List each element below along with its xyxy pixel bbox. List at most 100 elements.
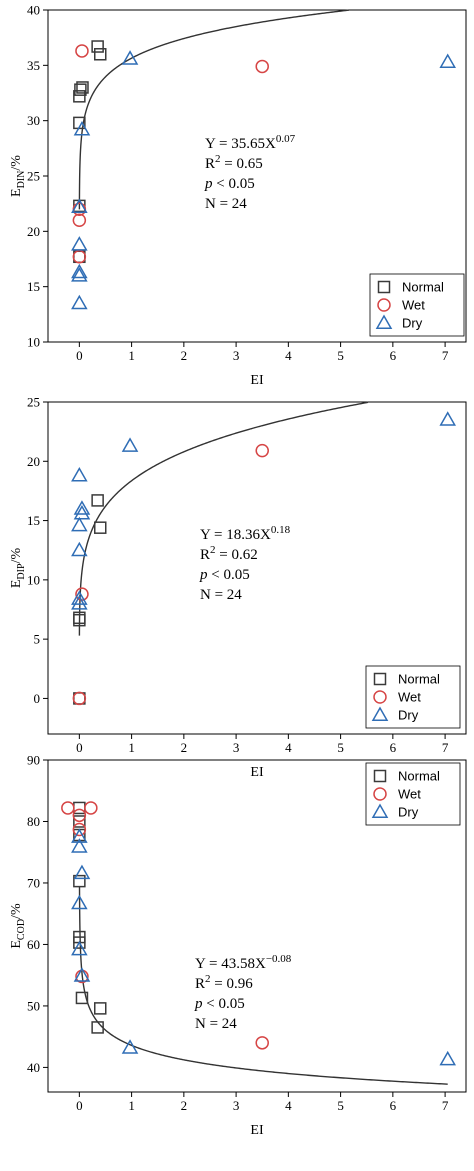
x-tick-label: 4 bbox=[285, 348, 292, 363]
y-tick-label: 25 bbox=[27, 395, 40, 410]
point-dry bbox=[71, 294, 88, 310]
legend-marker-dry bbox=[371, 803, 389, 818]
y-tick-label: 60 bbox=[27, 937, 40, 952]
y-tick-label: 70 bbox=[27, 875, 40, 890]
point-dry bbox=[71, 838, 88, 853]
point-normal bbox=[76, 81, 89, 94]
point-normal bbox=[91, 1021, 104, 1034]
x-tick-label: 2 bbox=[181, 1098, 188, 1113]
y-tick-label: 40 bbox=[27, 3, 40, 18]
y-axis-title-main: E bbox=[9, 940, 24, 949]
point-normal bbox=[94, 521, 107, 534]
sample-size: N = 24 bbox=[205, 196, 247, 212]
point-normal bbox=[91, 494, 104, 507]
x-tick-label: 3 bbox=[233, 740, 240, 755]
series-normal-cod bbox=[73, 801, 107, 1034]
point-wet bbox=[72, 691, 87, 706]
point-dry bbox=[73, 500, 91, 515]
y-tick-label: 20 bbox=[27, 224, 40, 239]
point-wet bbox=[61, 801, 75, 815]
y-axis-title-suffix: /% bbox=[9, 155, 24, 171]
x-tick-label: 6 bbox=[390, 1098, 397, 1113]
point-wet bbox=[72, 808, 87, 823]
y-tick-label: 0 bbox=[34, 691, 41, 706]
y-tick-label: 80 bbox=[27, 814, 40, 829]
point-normal bbox=[73, 611, 86, 625]
x-tick-label: 7 bbox=[442, 1098, 449, 1113]
legend-marker-normal bbox=[377, 280, 391, 294]
x-tick-label: 5 bbox=[337, 1098, 344, 1113]
y-axis-title-sub: DIP bbox=[16, 563, 27, 580]
y-axis-title-main: E bbox=[9, 580, 24, 589]
point-dry bbox=[71, 267, 88, 282]
x-tick-label: 0 bbox=[76, 348, 83, 363]
fit-curve-din bbox=[78, 9, 349, 210]
fit-equation: Y = 43.58X−0.08 bbox=[195, 953, 292, 972]
x-tick-label: 5 bbox=[337, 740, 344, 755]
y-tick-label: 15 bbox=[27, 513, 40, 528]
x-tick-label: 7 bbox=[442, 348, 449, 363]
x-tick-label: 1 bbox=[128, 1098, 135, 1113]
legend-label-wet: Wet bbox=[402, 298, 425, 313]
point-normal bbox=[75, 991, 89, 1005]
y-tick-label: 40 bbox=[27, 1060, 40, 1075]
y-axis-title-sub: COD bbox=[16, 919, 27, 940]
point-dry bbox=[71, 541, 88, 557]
y-axis-title: EDIP/% bbox=[9, 548, 27, 589]
legend-label-normal: Normal bbox=[398, 672, 440, 687]
plot-frame-dip bbox=[47, 401, 467, 735]
y-tick-label: 10 bbox=[27, 335, 40, 350]
chart-din: 0 1 2 3 4 5 6 7 10 15 20 25 30 35 40 EI EDIN/% Y = 35.65X… bbox=[9, 3, 467, 388]
y-tick-label: 30 bbox=[27, 113, 40, 128]
point-dry bbox=[73, 121, 91, 136]
x-tick-label: 1 bbox=[128, 348, 135, 363]
x-axis-title: EI bbox=[250, 765, 264, 780]
point-normal bbox=[74, 83, 87, 96]
legend-marker-normal bbox=[373, 769, 387, 783]
legend-label-dry: Dry bbox=[398, 708, 419, 723]
x-tick-label: 4 bbox=[285, 740, 292, 755]
point-normal bbox=[73, 874, 86, 888]
point-wet bbox=[255, 1036, 269, 1050]
p-value: p < 0.05 bbox=[199, 567, 250, 583]
legend-label-dry: Dry bbox=[402, 316, 423, 331]
legend-label-dry: Dry bbox=[398, 805, 419, 820]
point-dry bbox=[71, 236, 88, 251]
y-axis-title-suffix: /% bbox=[9, 903, 24, 919]
point-normal bbox=[73, 936, 86, 949]
point-normal bbox=[94, 1002, 107, 1015]
r-squared: R2 = 0.62 bbox=[200, 544, 258, 563]
fit-equation: Y = 35.65X0.07 bbox=[205, 133, 296, 152]
x-tick-label: 7 bbox=[442, 740, 449, 755]
point-dry bbox=[71, 595, 88, 610]
point-dry bbox=[439, 53, 457, 69]
y-tick-label: 35 bbox=[27, 58, 40, 73]
point-wet bbox=[255, 443, 269, 458]
legend-marker-wet bbox=[373, 787, 387, 801]
sample-size: N = 24 bbox=[195, 1016, 237, 1032]
fit-curve-cod bbox=[78, 886, 448, 1085]
legend-dip: Normal Wet Dry bbox=[365, 665, 461, 729]
sample-size: N = 24 bbox=[200, 587, 242, 603]
point-dry bbox=[73, 967, 91, 982]
series-dry-dip bbox=[71, 411, 457, 610]
y-axis-title: EDIN/% bbox=[9, 155, 27, 197]
point-wet bbox=[72, 822, 87, 837]
series-normal-din bbox=[73, 40, 107, 264]
series-wet-din bbox=[72, 44, 269, 264]
point-dry bbox=[71, 198, 88, 213]
point-dry bbox=[71, 467, 88, 482]
series-wet-cod bbox=[61, 801, 269, 1050]
y-axis-title-suffix: /% bbox=[9, 548, 24, 564]
chart-dip: 0 1 2 3 4 5 6 7 0 5 10 15 20 25 EI EDIP/% Y = 18.36X0.18… bbox=[9, 395, 467, 780]
x-axis-title: EI bbox=[250, 1123, 264, 1138]
legend-marker-wet bbox=[373, 690, 387, 704]
point-dry bbox=[71, 894, 88, 910]
y-tick-label: 50 bbox=[27, 998, 40, 1013]
y-tick-label: 15 bbox=[27, 279, 40, 294]
point-dry bbox=[121, 437, 139, 452]
legend-marker-wet bbox=[377, 298, 391, 312]
point-dry bbox=[71, 590, 88, 605]
x-tick-label: 0 bbox=[76, 740, 83, 755]
